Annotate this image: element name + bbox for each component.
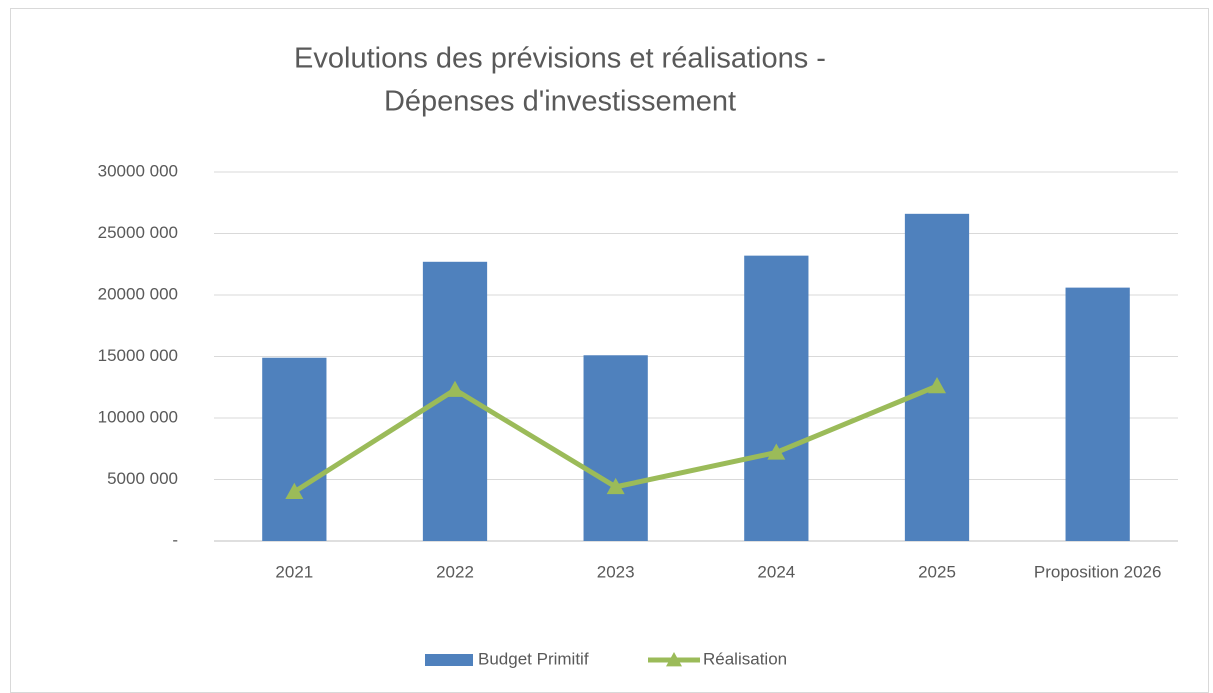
x-tick-label: 2024 <box>757 562 795 581</box>
marker <box>285 482 304 499</box>
y-tick-label: 30000 000 <box>98 161 178 180</box>
x-tick-label: 2025 <box>918 562 956 581</box>
chart-border <box>10 8 1209 693</box>
legend-label: Réalisation <box>703 649 787 668</box>
y-tick-label: 20000 000 <box>98 284 178 303</box>
legend-label: Budget Primitif <box>478 649 589 668</box>
y-tick-label: 25000 000 <box>98 223 178 242</box>
marker <box>928 377 946 394</box>
chart-title: Dépenses d'investissement <box>384 86 736 118</box>
y-tick-label: 10000 000 <box>98 407 178 426</box>
x-tick-label: 2022 <box>436 562 474 581</box>
bar <box>583 355 648 541</box>
bar <box>1065 287 1130 541</box>
y-tick-label: 15000 000 <box>98 346 178 365</box>
x-tick-label: Proposition 2026 <box>1034 562 1162 581</box>
legend-swatch <box>666 652 682 667</box>
x-tick-label: 2023 <box>597 562 635 581</box>
marker <box>606 477 625 495</box>
chart-title: Evolutions des prévisions et réalisation… <box>294 43 826 75</box>
bar <box>744 255 809 541</box>
marker <box>446 380 464 397</box>
bar <box>262 357 327 541</box>
x-tick-label: 2021 <box>275 562 313 581</box>
y-tick-label: 5000 000 <box>107 469 178 488</box>
y-tick-label: - <box>172 530 178 549</box>
legend-swatch <box>425 654 473 666</box>
marker <box>767 443 786 460</box>
